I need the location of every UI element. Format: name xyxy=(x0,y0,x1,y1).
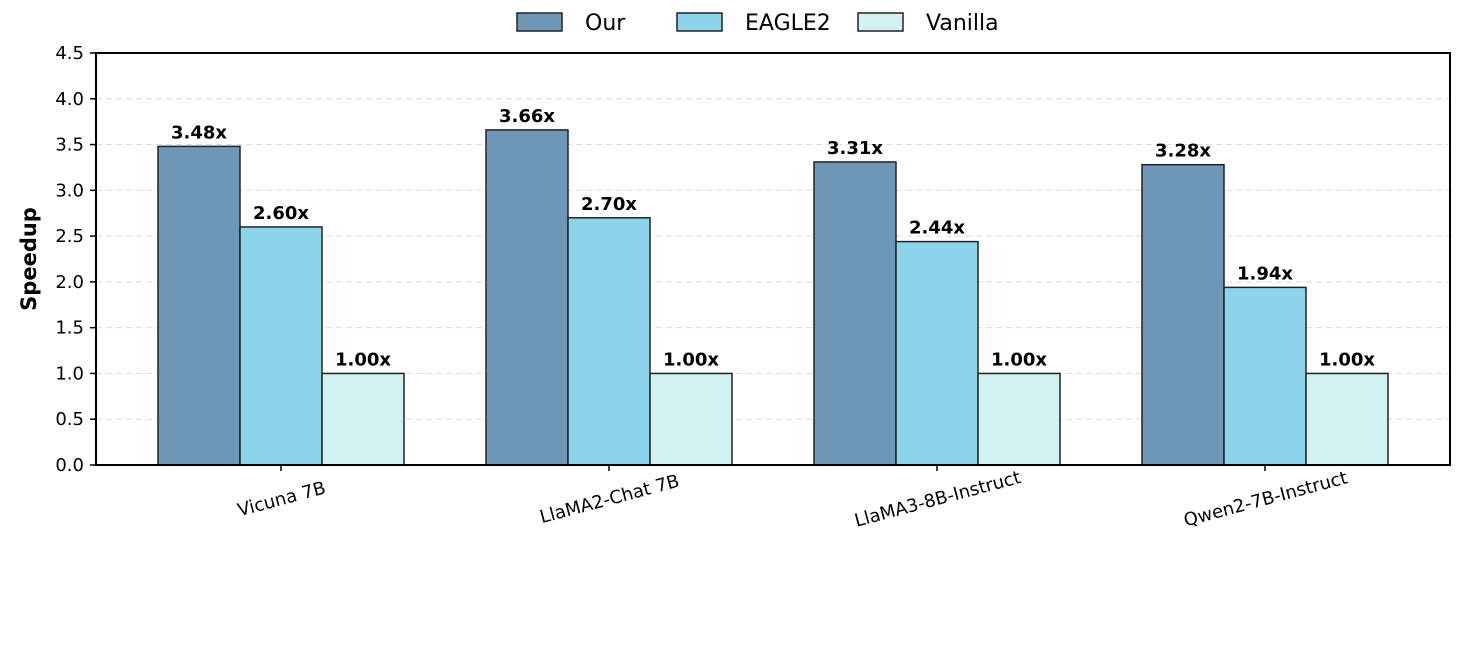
y-tick-label: 2.5 xyxy=(55,226,84,247)
y-tick-label: 2.0 xyxy=(55,272,84,293)
legend-label: Our xyxy=(585,11,626,36)
data-label: 1.00x xyxy=(1319,349,1375,370)
legend-label: EAGLE2 xyxy=(745,11,831,36)
data-label: 3.66x xyxy=(499,106,555,127)
bar-eagle2 xyxy=(895,240,979,466)
legend-swatch-vanilla xyxy=(857,12,904,32)
bar-vanilla xyxy=(649,372,733,466)
x-tick-label: Vicuna 7B xyxy=(235,478,328,522)
bar-vanilla xyxy=(977,372,1061,466)
bar-our xyxy=(485,129,569,466)
y-tick-label: 3.0 xyxy=(55,180,84,201)
bar-eagle2 xyxy=(239,226,323,466)
data-label: 3.31x xyxy=(827,138,883,159)
data-label: 3.48x xyxy=(171,122,227,143)
y-tick-label: 0.0 xyxy=(55,455,84,476)
legend-label: Vanilla xyxy=(926,11,999,36)
y-tick-label: 3.5 xyxy=(55,135,84,156)
y-tick-label: 1.0 xyxy=(55,363,84,384)
data-label: 1.00x xyxy=(991,349,1047,370)
y-tick-label: 4.0 xyxy=(55,89,84,110)
legend-swatch-eagle2 xyxy=(676,12,723,32)
plot-frame xyxy=(95,52,1451,466)
bar-our xyxy=(157,145,241,466)
x-tick-label: Qwen2-7B-Instruct xyxy=(1182,467,1350,531)
y-tick-label: 1.5 xyxy=(55,318,84,339)
y-tick-label: 4.5 xyxy=(55,43,84,64)
y-tick-label: 0.5 xyxy=(55,409,84,430)
x-tick-label: LlaMA3-8B-Instruct xyxy=(852,467,1023,532)
data-label: 1.94x xyxy=(1237,263,1293,284)
data-label: 1.00x xyxy=(335,349,391,370)
bar-our xyxy=(813,161,897,466)
data-label: 2.44x xyxy=(909,218,965,239)
bar-eagle2 xyxy=(1223,286,1307,466)
data-label: 2.70x xyxy=(581,194,637,215)
data-label: 2.60x xyxy=(253,203,309,224)
bar-eagle2 xyxy=(567,217,651,466)
x-tick-label: LlaMA2-Chat 7B xyxy=(538,471,682,528)
bar-vanilla xyxy=(321,372,405,466)
bar-our xyxy=(1141,163,1225,466)
legend-swatch-our xyxy=(516,12,563,32)
y-axis-label: Speedup xyxy=(17,207,41,311)
data-label: 1.00x xyxy=(663,349,719,370)
legend: Our EAGLE2 Vanilla xyxy=(516,11,999,36)
bar-vanilla xyxy=(1305,372,1389,466)
data-label: 3.28x xyxy=(1155,141,1211,162)
